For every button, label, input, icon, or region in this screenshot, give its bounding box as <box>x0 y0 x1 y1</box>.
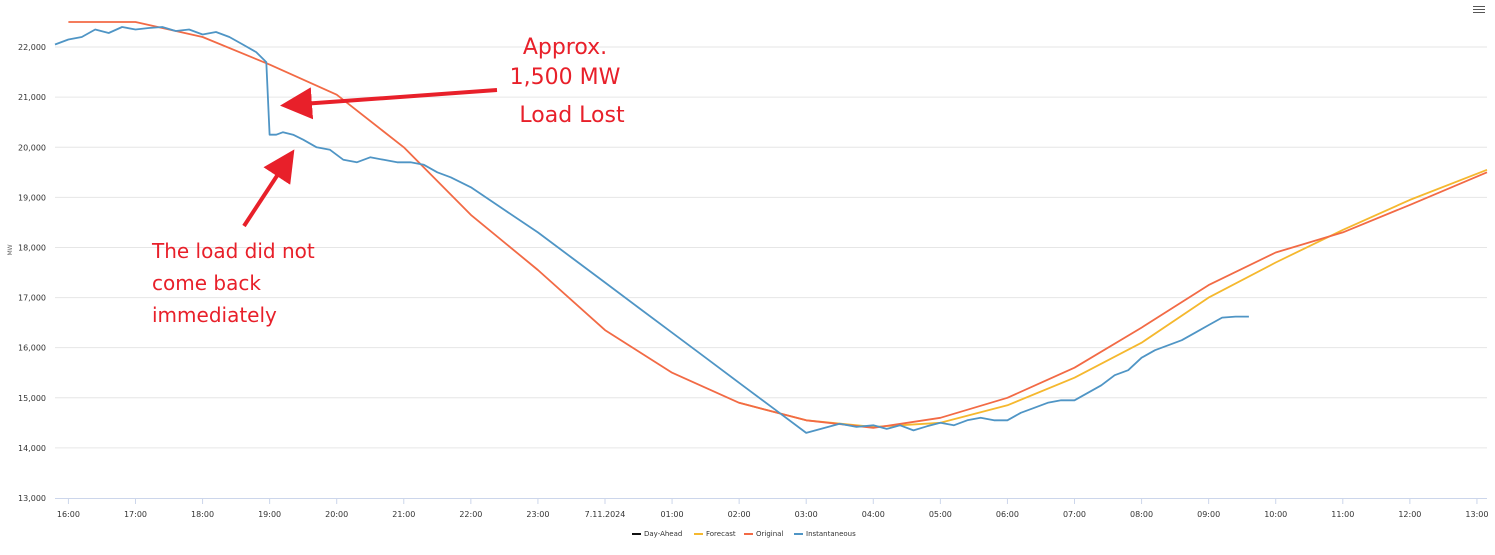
x-tick-label: 07:00 <box>1063 510 1086 519</box>
x-tick-label: 02:00 <box>728 510 751 519</box>
x-tick-label: 04:00 <box>862 510 885 519</box>
y-tick-label: 20,000 <box>18 143 46 152</box>
series-line-original <box>68 21 1488 429</box>
annotation-line: Approx. <box>523 35 607 60</box>
annotation-load-lost: Approx. 1,500 MW Load Lost <box>280 35 625 128</box>
hamburger-menu-icon[interactable] <box>1473 4 1485 14</box>
x-tick-label: 23:00 <box>526 510 549 519</box>
menu-bar <box>1473 8 1485 10</box>
x-tick-label: 03:00 <box>795 510 818 519</box>
series-line-forecast <box>738 168 1488 428</box>
x-tick-label: 7.11.2024 <box>585 510 626 519</box>
x-tick-label: 05:00 <box>929 510 952 519</box>
series-lines <box>54 21 1488 434</box>
grid-lines <box>55 46 1487 449</box>
x-tick-label: 12:00 <box>1398 510 1421 519</box>
x-tick-label: 19:00 <box>258 510 281 519</box>
x-tick-label: 22:00 <box>459 510 482 519</box>
x-tick-label: 16:00 <box>57 510 80 519</box>
annotation-load-not-back: The load did not come back immediately <box>151 149 315 327</box>
x-tick-label: 18:00 <box>191 510 214 519</box>
annotation-line: Load Lost <box>519 103 625 128</box>
y-tick-label: 19,000 <box>18 193 46 202</box>
x-tick-label: 21:00 <box>392 510 415 519</box>
y-tick-label: 17,000 <box>18 294 46 303</box>
x-tick-label: 01:00 <box>661 510 684 519</box>
x-tick-label: 13:00 <box>1465 510 1488 519</box>
legend-item-forecast[interactable]: Forecast <box>706 530 736 538</box>
x-tick-label: 11:00 <box>1331 510 1354 519</box>
legend: Day-Ahead Forecast Original Instantaneous <box>632 530 856 538</box>
x-tick-label: 08:00 <box>1130 510 1153 519</box>
y-axis-ticks: 13,000 14,000 15,000 16,000 17,000 18,000 19,0… <box>18 43 46 503</box>
y-axis-label: MW <box>7 244 14 255</box>
annotation-line: The load did not <box>151 239 315 263</box>
y-tick-label: 13,000 <box>18 494 46 503</box>
legend-item-day-ahead[interactable]: Day-Ahead <box>644 530 682 538</box>
annotation-line: immediately <box>152 303 277 327</box>
x-tick-label: 09:00 <box>1197 510 1220 519</box>
menu-bar <box>1473 11 1485 13</box>
legend-item-instantaneous[interactable]: Instantaneous <box>806 530 856 538</box>
x-axis-ticks: 16:00 17:00 18:00 19:00 20:00 21:00 22:00 23:00… <box>57 498 1488 519</box>
annotation-line: 1,500 MW <box>510 65 621 90</box>
y-tick-label: 15,000 <box>18 394 46 403</box>
legend-item-original[interactable]: Original <box>756 530 783 538</box>
y-tick-label: 18,000 <box>18 243 46 252</box>
x-tick-label: 10:00 <box>1264 510 1287 519</box>
menu-bar <box>1473 5 1485 7</box>
x-tick-label: 17:00 <box>124 510 147 519</box>
y-tick-label: 14,000 <box>18 444 46 453</box>
series-line-instantaneous <box>54 26 1249 434</box>
arrow-load-not-back <box>242 149 295 228</box>
y-tick-label: 22,000 <box>18 43 46 52</box>
annotation-line: come back <box>152 271 261 295</box>
x-tick-label: 06:00 <box>996 510 1019 519</box>
y-tick-label: 16,000 <box>18 344 46 353</box>
arrow-load-lost <box>280 87 498 120</box>
x-tick-label: 20:00 <box>325 510 348 519</box>
y-tick-label: 21,000 <box>18 93 46 102</box>
